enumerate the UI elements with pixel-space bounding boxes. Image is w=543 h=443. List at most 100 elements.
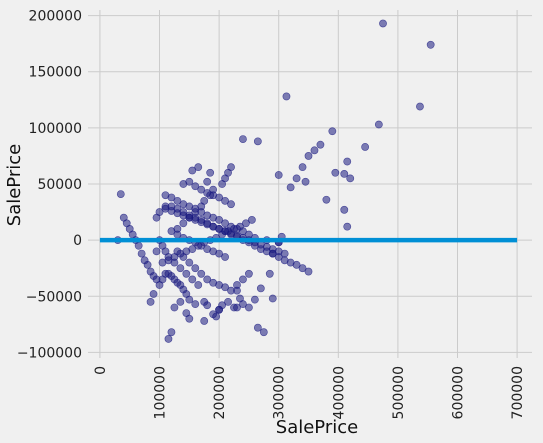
data-point [140,256,149,265]
x-tick-label: 400000 [331,366,347,419]
y-tick-labels: −100000 −50000 0 50000 100000 150000 200000 [17,9,82,362]
data-point [185,314,194,323]
data-point [164,253,173,261]
data-point [236,222,244,231]
y-tick-label: 150000 [29,65,82,81]
y-tick-label: 100000 [29,121,82,137]
data-point [239,275,247,284]
y-tick-label: 0 [73,233,82,249]
y-tick-label: −50000 [26,289,82,305]
data-point [149,290,158,298]
data-point [215,249,224,258]
data-point [167,328,176,337]
y-tick-label: 200000 [29,9,82,25]
x-tick-label: 500000 [391,366,407,419]
x-tick-label: 0 [93,366,109,375]
data-point [200,317,209,325]
y-tick-label: 50000 [37,177,82,193]
data-point [379,19,387,28]
data-point [212,312,221,321]
data-point [310,146,319,155]
data-point [316,140,325,149]
data-point [253,323,262,332]
data-point [188,275,197,284]
data-point [331,168,340,177]
data-point [256,284,265,293]
data-point [173,247,182,256]
data-point [340,205,349,214]
data-point [179,253,188,261]
data-point [170,303,179,312]
data-point [227,200,235,209]
data-point [191,264,200,273]
data-point [119,213,128,222]
data-point [191,208,200,216]
data-point [176,264,185,273]
data-point [188,166,197,175]
data-point [245,269,253,278]
data-point [346,174,355,183]
data-point [170,258,179,267]
data-point [185,258,194,267]
data-point [343,222,352,231]
data-point [179,208,188,216]
data-point [227,286,235,295]
data-point [426,40,435,49]
data-point [215,193,224,202]
data-point [182,269,191,278]
data-point [209,185,218,194]
data-point [265,269,274,278]
data-point [200,196,209,205]
data-point [340,169,349,178]
data-point [292,260,301,269]
data-point [203,275,212,284]
data-point [206,168,215,177]
data-point [203,219,212,228]
data-point [158,241,167,250]
data-point [137,249,146,258]
data-point [194,163,203,172]
data-point [242,219,250,228]
data-point [179,219,188,228]
data-point [221,227,229,236]
data-point [218,301,226,310]
data-point [304,152,313,160]
data-point [245,303,253,312]
data-point [298,163,307,172]
data-point [286,183,295,192]
data-point [173,196,182,205]
data-point [155,208,164,216]
data-point [328,127,337,136]
data-point [247,216,256,224]
data-point [197,216,206,224]
data-point [191,300,200,309]
data-point [416,102,424,111]
data-point [221,196,229,205]
data-point [298,264,307,273]
data-point [176,297,185,306]
data-point [253,137,262,146]
data-point [250,295,259,304]
data-point [282,92,291,101]
data-point [197,269,206,278]
data-point [236,294,244,303]
data-point [259,328,268,337]
data-point [322,195,331,204]
data-point [343,157,352,166]
data-point [227,163,235,172]
data-point [221,283,229,292]
data-point [274,171,283,179]
data-point [116,190,125,199]
data-point [221,253,229,261]
data-point [200,297,209,306]
data-point [221,219,229,228]
data-point [361,143,370,151]
data-point [304,267,313,276]
data-point [239,135,247,143]
data-point [152,247,161,256]
data-point [268,294,277,303]
data-point [301,177,310,186]
data-point [146,297,155,306]
data-point [194,281,203,289]
